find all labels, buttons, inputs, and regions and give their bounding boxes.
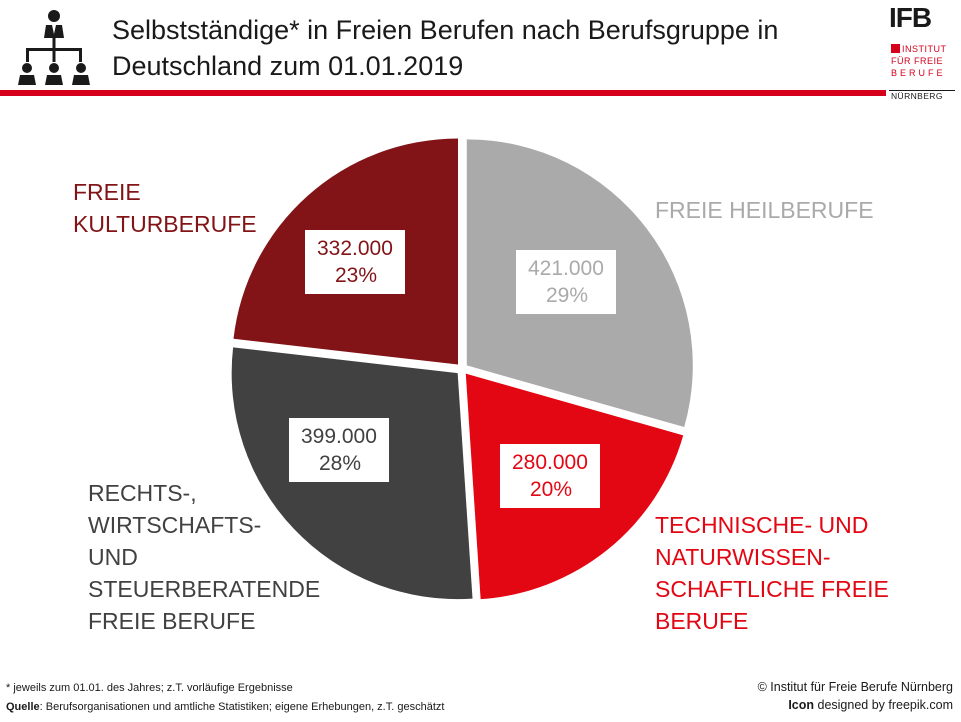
source-note: Quelle: Berufsorganisationen und amtlich… — [6, 701, 444, 713]
label-tech-line: BERUFE — [655, 608, 749, 634]
logo-line-2: FÜR FREIE — [891, 56, 944, 66]
label-recht-line: STEUERBERATENDE — [88, 576, 321, 602]
label-heil-line: FREIE HEILBERUFE — [655, 197, 874, 223]
label-kultur: FREIE KULTURBERUFE — [73, 176, 257, 240]
value-kultur: 332.000 — [317, 237, 393, 260]
footnote: * jeweils zum 01.01. des Jahres; z.T. vo… — [6, 682, 293, 694]
value-heil: 421.000 — [528, 257, 604, 280]
value-box-kultur: 332.000 23% — [305, 230, 405, 294]
percent-recht: 28% — [319, 452, 362, 475]
logo-divider — [889, 90, 955, 91]
icon-credit-label: Icon — [788, 698, 815, 712]
label-recht-line: FREIE BERUFE — [88, 608, 256, 634]
source-text: : Berufsorganisationen und amtliche Stat… — [39, 701, 445, 713]
organization-hierarchy-icon — [18, 10, 90, 85]
logo-city: NÜRNBERG — [891, 91, 943, 101]
chart-title: Selbstständige* in Freien Berufen nach B… — [112, 15, 779, 81]
label-recht: RECHTS-, WIRTSCHAFTS- UND STEUERBERATEND… — [88, 477, 320, 637]
label-kultur-line: KULTURBERUFE — [73, 211, 257, 237]
logo-line-1: INSTITUT — [902, 44, 947, 54]
copyright: © Institut für Freie Berufe Nürnberg — [757, 680, 953, 694]
label-tech: TECHNISCHE- UND NATURWISSEN- SCHAFTLICHE… — [655, 509, 889, 637]
value-recht: 399.000 — [301, 425, 377, 448]
icon-credit: Icon designed by freepik.com — [788, 698, 953, 712]
ifb-logo: IFB INSTITUT FÜR FREIE BERUFE NÜRNBERG — [889, 2, 955, 101]
label-tech-line: NATURWISSEN- — [655, 544, 831, 570]
label-recht-line: WIRTSCHAFTS- — [88, 512, 262, 538]
percent-heil: 29% — [546, 284, 589, 307]
value-box-heil: 421.000 29% — [516, 250, 616, 314]
value-box-tech: 280.000 20% — [500, 444, 600, 508]
label-tech-line: TECHNISCHE- UND — [655, 512, 869, 538]
source-label: Quelle — [6, 701, 40, 713]
logo-square-icon — [891, 44, 900, 53]
percent-kultur: 23% — [335, 264, 378, 287]
logo-line-3: BERUFE — [891, 68, 946, 78]
label-heil: FREIE HEILBERUFE — [655, 194, 874, 226]
label-kultur-line: FREIE — [73, 179, 141, 205]
title-divider — [0, 90, 886, 96]
value-tech: 280.000 — [512, 451, 588, 474]
icon-credit-text: designed by freepik.com — [814, 698, 954, 712]
percent-tech: 20% — [530, 478, 573, 501]
label-tech-line: SCHAFTLICHE FREIE — [655, 576, 889, 602]
label-recht-line: RECHTS-, — [88, 480, 197, 506]
value-box-recht: 399.000 28% — [289, 418, 389, 482]
logo-abbr: IFB — [889, 2, 932, 33]
label-recht-line: UND — [88, 544, 138, 570]
